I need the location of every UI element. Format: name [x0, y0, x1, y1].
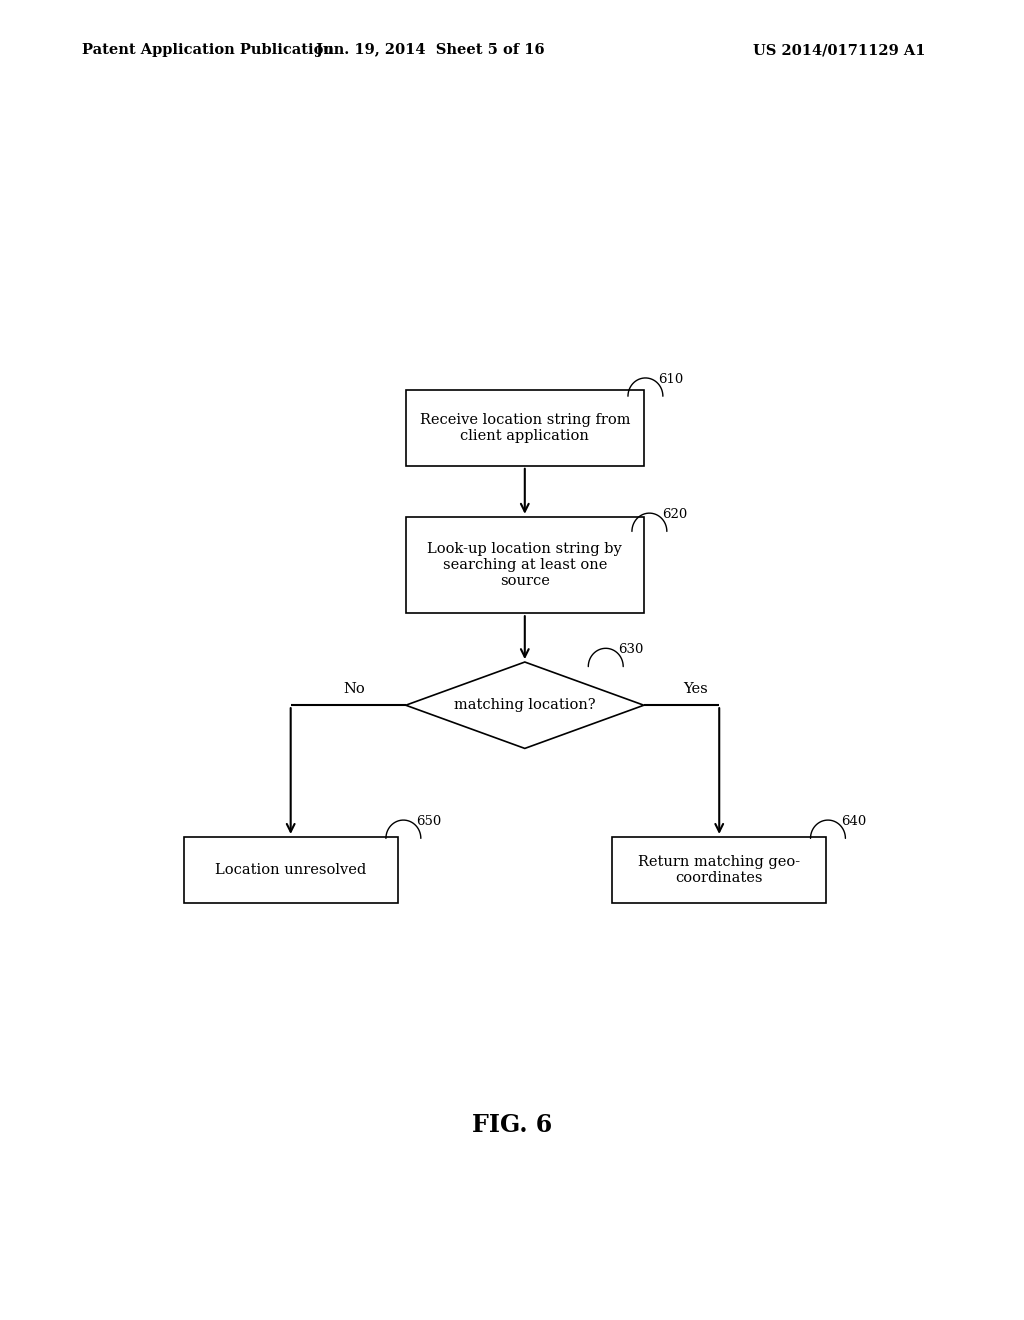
FancyBboxPatch shape	[406, 389, 644, 466]
FancyBboxPatch shape	[406, 516, 644, 614]
Polygon shape	[406, 663, 644, 748]
FancyBboxPatch shape	[183, 837, 397, 903]
Text: Receive location string from
client application: Receive location string from client appl…	[420, 413, 630, 442]
Text: 650: 650	[416, 816, 441, 828]
Text: Yes: Yes	[683, 682, 708, 696]
Text: 620: 620	[663, 508, 687, 521]
Text: FIG. 6: FIG. 6	[472, 1113, 552, 1137]
Text: matching location?: matching location?	[454, 698, 596, 713]
Text: Jun. 19, 2014  Sheet 5 of 16: Jun. 19, 2014 Sheet 5 of 16	[315, 44, 545, 57]
Text: No: No	[343, 682, 365, 696]
Text: US 2014/0171129 A1: US 2014/0171129 A1	[754, 44, 926, 57]
Text: 630: 630	[618, 643, 644, 656]
FancyBboxPatch shape	[612, 837, 826, 903]
Text: 610: 610	[658, 374, 683, 385]
Text: Location unresolved: Location unresolved	[215, 863, 367, 876]
Text: Look-up location string by
searching at least one
source: Look-up location string by searching at …	[427, 541, 623, 589]
Text: Patent Application Publication: Patent Application Publication	[82, 44, 334, 57]
Text: 640: 640	[841, 816, 866, 828]
Text: Return matching geo-
coordinates: Return matching geo- coordinates	[638, 855, 801, 884]
